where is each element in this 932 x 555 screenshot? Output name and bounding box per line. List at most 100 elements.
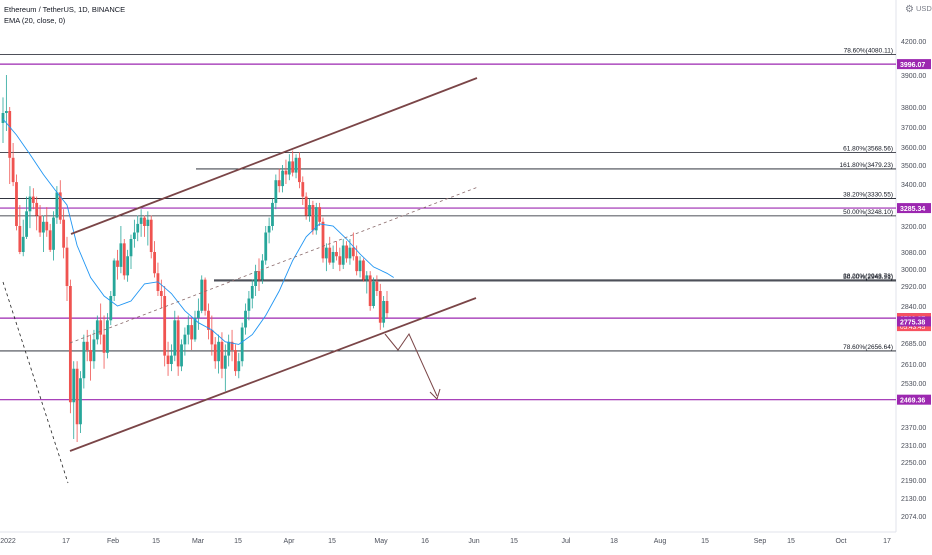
candle-body <box>358 260 362 272</box>
candle-body <box>95 320 99 340</box>
x-tick-label: 2022 <box>0 538 16 545</box>
candle-body <box>4 111 8 113</box>
y-tick-label: 2190.00 <box>901 478 926 485</box>
candle-body <box>271 202 274 226</box>
candle-body <box>183 334 187 345</box>
candle-body <box>89 350 92 362</box>
y-tick-label: 2920.00 <box>901 284 926 291</box>
candle-body <box>368 275 372 306</box>
candle-body <box>378 291 382 323</box>
candle-body <box>213 344 217 362</box>
candle-body <box>15 182 18 226</box>
candle-body <box>35 202 39 216</box>
fibonacci-level-label: 78.60%(4080.11) <box>844 48 893 55</box>
y-tick-label: 3200.00 <box>901 224 926 231</box>
y-tick-label: 3400.00 <box>901 182 926 189</box>
candle-body <box>291 161 295 173</box>
candle-body <box>335 252 338 257</box>
candle-body <box>159 291 163 296</box>
candle-body <box>28 196 32 212</box>
candle-body <box>62 219 66 248</box>
candle-body <box>139 217 143 224</box>
candle-body <box>207 310 210 330</box>
fibonacci-level-label: 161.80%(3479.23) <box>840 162 894 169</box>
candle-body <box>324 247 328 259</box>
candle-body <box>247 298 251 311</box>
candle-body <box>45 221 49 231</box>
channel-mid-line <box>69 186 479 344</box>
y-tick-label: 2074.00 <box>901 514 926 521</box>
y-tick-label: 3500.00 <box>901 163 926 170</box>
candle-body <box>149 219 153 252</box>
candle-body <box>176 320 180 367</box>
candle-body <box>75 368 79 425</box>
candle-body <box>223 355 227 369</box>
candle-body <box>55 192 59 218</box>
fibonacci-level-label: 38.20%(3330.55) <box>843 192 893 199</box>
candle-body <box>173 320 177 356</box>
candle-body <box>294 157 298 173</box>
y-tick-label: 2370.00 <box>901 425 926 432</box>
candle-body <box>375 281 379 291</box>
candle-body <box>129 239 133 257</box>
candle-body <box>25 211 28 237</box>
candle-body <box>52 217 55 250</box>
y-tick-label: 2130.00 <box>901 496 926 503</box>
fibonacci-level-label: 78.60%(2656.64) <box>843 344 893 351</box>
candle-body <box>274 180 278 203</box>
x-tick-label: Feb <box>107 538 119 545</box>
candle-body <box>21 236 25 252</box>
y-tick-label: 3900.00 <box>901 73 926 80</box>
candle-body <box>170 355 173 364</box>
candle-body <box>119 243 123 267</box>
currency-selector[interactable]: ⚙USDT <box>905 4 932 15</box>
candle-body <box>321 221 325 259</box>
candle-body <box>126 256 130 276</box>
candle-body <box>1 113 5 123</box>
x-tick-label: Jun <box>468 538 479 545</box>
x-tick-label: 15 <box>328 538 336 545</box>
candle-body <box>311 205 315 231</box>
candle-body <box>362 260 365 280</box>
y-tick-label: 3700.00 <box>901 125 926 132</box>
candle-body <box>298 157 301 183</box>
trend-dashed-line <box>2 281 69 484</box>
candle-body <box>217 341 220 362</box>
y-tick-label: 2530.00 <box>901 381 926 388</box>
x-tick-label: May <box>374 538 388 545</box>
candle-body <box>112 260 116 296</box>
candle-body <box>79 378 82 425</box>
y-tick-label: 3000.00 <box>901 267 926 274</box>
fibonacci-level-label: 50.00%(2943.91) <box>843 274 893 281</box>
candle-body <box>210 329 214 345</box>
candle-body <box>31 196 35 203</box>
gear-icon: ⚙ <box>905 4 914 15</box>
x-tick-label: 15 <box>701 538 709 545</box>
x-tick-label: Sep <box>754 538 767 545</box>
candle-body <box>230 341 234 350</box>
projection-path <box>384 332 438 397</box>
candle-body <box>304 196 308 216</box>
candle-body <box>284 170 288 175</box>
candle-body <box>203 279 207 311</box>
candle-body <box>193 317 197 340</box>
candle-body <box>163 296 167 356</box>
candle-body <box>153 252 156 274</box>
candle-body <box>102 334 106 353</box>
y-tick-label: 4200.00 <box>901 39 926 46</box>
y-tick-label: 3080.00 <box>901 250 926 257</box>
candle-body <box>109 296 113 321</box>
candle-body <box>372 281 375 306</box>
candle-body <box>355 256 359 272</box>
candle-body <box>106 320 109 353</box>
x-tick-label: Jul <box>562 538 571 545</box>
candle-body <box>72 368 76 403</box>
candle-body <box>318 207 322 222</box>
price-level-label: 3285.34 <box>900 206 925 213</box>
candle-body <box>146 219 150 226</box>
ema-indicator-label: EMA (20, close, 0) <box>4 16 66 25</box>
current-price-label: 2775.38 <box>900 319 925 326</box>
fibonacci-level-label: 50.00%(3248.10) <box>843 209 893 216</box>
